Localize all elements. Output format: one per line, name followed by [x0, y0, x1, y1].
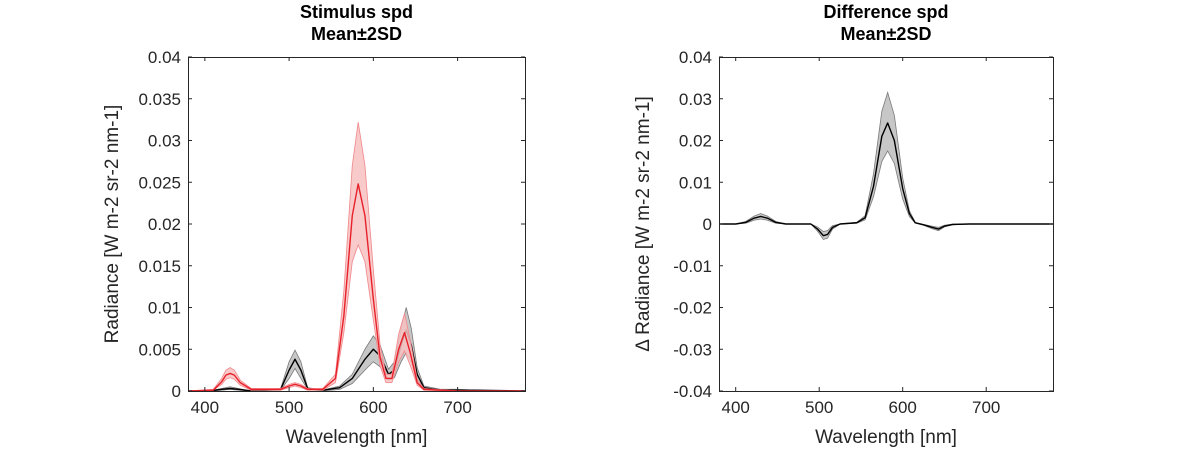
y-tick-label: 0.025 [138, 173, 181, 192]
x-tick-label: 700 [972, 398, 1000, 417]
y-tick-label: 0 [703, 215, 712, 234]
y-tick-label: 0.02 [148, 215, 181, 234]
y-tick-label: 0.04 [148, 48, 181, 67]
y-tick-label: 0.04 [679, 48, 712, 67]
y-tick-label: 0.035 [138, 90, 181, 109]
y-tick-label: 0.03 [148, 132, 181, 151]
y-tick-label: 0.005 [138, 340, 181, 359]
chart-title-line-2: Mean±2SD [311, 24, 402, 44]
y-axis-label: Δ Radiance [W m-2 sr-2 nm-1] [633, 96, 654, 352]
series-1-lower-edge [188, 243, 525, 391]
x-tick-label: 500 [275, 398, 303, 417]
y-tick-label: 0 [172, 382, 181, 401]
x-tick-label: 500 [805, 398, 833, 417]
y-tick-label: 0.01 [679, 173, 712, 192]
series-0-mean-line [719, 122, 1053, 237]
chart-title-line-1: Difference spd [823, 2, 948, 22]
plot-area [188, 122, 525, 391]
y-tick-label: -0.01 [673, 257, 712, 276]
series-0-lower-edge [719, 150, 1053, 240]
x-tick-label: 600 [889, 398, 917, 417]
chart-title-line-1: Stimulus spd [300, 2, 413, 22]
series-1-mean-line [188, 183, 525, 391]
y-tick-label: -0.02 [673, 299, 712, 318]
y-axis-label: Radiance [W m-2 sr-2 nm-1] [102, 105, 123, 344]
series-0-sd-band [719, 91, 1053, 240]
x-tick-label: 700 [443, 398, 471, 417]
y-tick-label: 0.01 [148, 299, 181, 318]
y-tick-label: 0.015 [138, 257, 181, 276]
y-tick-label: -0.04 [673, 382, 712, 401]
y-tick-label: 0.03 [679, 90, 712, 109]
series-0-upper-edge [719, 91, 1053, 232]
y-tick-label: 0.02 [679, 132, 712, 151]
chart-title-line-2: Mean±2SD [841, 24, 932, 44]
plot-area [719, 91, 1053, 240]
difference-spd-chart: 400 500 600 700 -0.04 -0.03 -0.02 -0.01 0 0.01 0.0… [633, 2, 1054, 448]
x-tick-label: 600 [359, 398, 387, 417]
series-1-sd-band [188, 122, 525, 391]
x-axis-label: Wavelength [nm] [815, 427, 957, 448]
stimulus-spd-chart: 400 500 600 700 0 0.005 0.01 0.015 0.02 0.025 0.03… [102, 2, 526, 448]
series-1-upper-edge [188, 122, 525, 391]
x-tick-label: 400 [191, 398, 219, 417]
series-0-mean-line [188, 329, 525, 391]
y-tick-label: -0.03 [673, 340, 712, 359]
x-axis-label: Wavelength [nm] [286, 427, 428, 448]
x-tick-label: 400 [722, 398, 750, 417]
series-0-sd-band [188, 307, 525, 391]
